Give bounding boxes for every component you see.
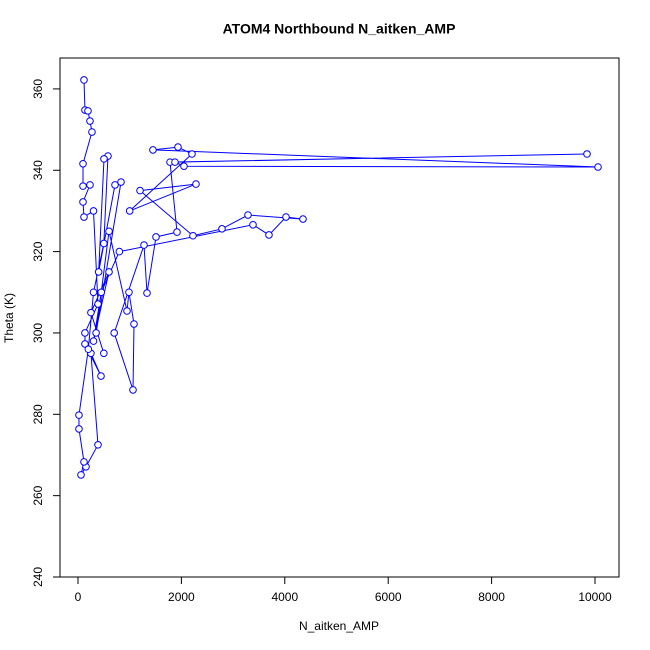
- data-point: [105, 227, 113, 236]
- data-point: [75, 411, 83, 419]
- data-point: [100, 349, 108, 358]
- y-tick-label: 360: [31, 79, 45, 99]
- data-point: [192, 180, 200, 188]
- data-point: [105, 268, 113, 276]
- data-point: [152, 233, 160, 241]
- x-axis-label: N_aitken_AMP: [299, 619, 379, 633]
- data-point: [89, 288, 98, 297]
- x-tick-label: 0: [75, 590, 82, 604]
- data-point: [87, 308, 95, 317]
- data-point: [86, 117, 94, 125]
- y-tick-label: 280: [31, 404, 45, 424]
- data-point: [77, 471, 85, 479]
- x-tick-label: 4000: [271, 590, 298, 604]
- data-point: [282, 213, 290, 221]
- y-tick-label: 260: [31, 485, 45, 505]
- data-point: [75, 425, 83, 433]
- data-point: [188, 150, 196, 158]
- data-point: [583, 150, 591, 158]
- data-point: [79, 198, 87, 206]
- data-point: [265, 231, 273, 239]
- data-point: [594, 163, 602, 171]
- data-point: [81, 329, 89, 337]
- data-point: [80, 76, 88, 84]
- chart-title: ATOM4 Northbound N_aitken_AMP: [223, 21, 456, 37]
- y-tick-label: 340: [31, 160, 45, 180]
- data-point: [94, 300, 102, 308]
- data-point: [171, 158, 179, 166]
- data-point: [299, 215, 307, 223]
- data-point: [174, 143, 182, 151]
- data-point: [129, 386, 137, 394]
- data-point: [111, 181, 119, 189]
- data-point: [94, 441, 102, 449]
- data-point: [80, 213, 88, 221]
- data-point: [143, 289, 151, 297]
- data-point: [89, 207, 98, 215]
- data-point: [80, 458, 88, 466]
- data-point: [79, 159, 87, 168]
- data-point: [88, 128, 96, 136]
- x-tick-label: 10000: [578, 590, 612, 604]
- data-point: [123, 307, 131, 315]
- data-point: [84, 345, 93, 354]
- data-point: [244, 211, 252, 219]
- data-point: [89, 337, 98, 345]
- data-point: [115, 247, 124, 256]
- data-point: [79, 182, 87, 190]
- x-tick-label: 6000: [375, 590, 402, 604]
- data-point: [84, 107, 92, 115]
- data-point: [130, 320, 138, 328]
- data-point: [110, 329, 118, 337]
- data-point: [136, 186, 144, 195]
- data-point: [149, 146, 157, 154]
- data-point: [180, 162, 188, 170]
- data-point: [86, 181, 94, 189]
- data-point: [81, 340, 89, 348]
- data-point: [97, 288, 106, 297]
- data-point: [94, 268, 103, 276]
- x-tick-label: 8000: [478, 590, 505, 604]
- data-point: [218, 225, 226, 233]
- data-point: [249, 220, 257, 229]
- data-point: [125, 288, 133, 297]
- y-axis-label: Theta (K): [2, 293, 16, 343]
- y-tick-label: 240: [31, 567, 45, 587]
- y-tick-label: 300: [31, 323, 45, 343]
- data-point: [100, 239, 108, 248]
- data-point: [100, 155, 108, 163]
- data-point: [117, 178, 125, 186]
- data-point: [125, 207, 134, 215]
- data-point: [173, 228, 181, 236]
- data-point: [140, 241, 148, 249]
- data-point: [189, 231, 197, 240]
- data-point: [97, 372, 105, 380]
- y-tick-label: 320: [31, 241, 45, 261]
- x-tick-label: 2000: [168, 590, 195, 604]
- data-point: [92, 329, 100, 337]
